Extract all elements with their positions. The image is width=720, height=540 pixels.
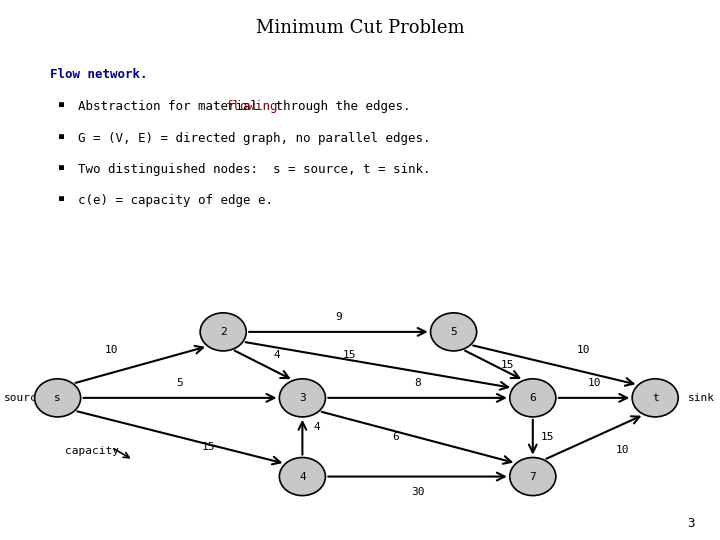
Text: 3: 3 [688,517,695,530]
Text: 15: 15 [343,350,356,360]
Text: ■: ■ [59,100,64,110]
Ellipse shape [510,457,556,496]
Text: 15: 15 [541,432,554,442]
Text: 10: 10 [588,377,600,388]
Text: through the edges.: through the edges. [268,100,410,113]
Text: t: t [652,393,659,403]
Text: 10: 10 [616,445,629,455]
Text: 15: 15 [501,360,514,370]
Text: 9: 9 [335,312,342,322]
Text: 4: 4 [299,471,306,482]
Ellipse shape [510,379,556,417]
Ellipse shape [35,379,81,417]
Text: ■: ■ [59,163,64,172]
Text: 10: 10 [577,345,590,355]
Text: G = (V, E) = directed graph, no parallel edges.: G = (V, E) = directed graph, no parallel… [78,132,431,145]
Text: 8: 8 [414,377,421,388]
Text: 10: 10 [105,345,118,355]
Text: source: source [4,393,44,403]
Text: capacity: capacity [65,446,119,456]
Text: flowing: flowing [226,100,279,113]
Text: 15: 15 [202,442,215,453]
Ellipse shape [200,313,246,351]
Text: 30: 30 [411,487,424,497]
Text: 6: 6 [529,393,536,403]
Text: c(e) = capacity of edge e.: c(e) = capacity of edge e. [78,194,273,207]
Text: Minimum Cut Problem: Minimum Cut Problem [256,19,464,37]
Text: 5: 5 [176,377,184,388]
Text: 4: 4 [274,350,281,360]
Text: Abstraction for material: Abstraction for material [78,100,265,113]
Ellipse shape [279,457,325,496]
Text: ■: ■ [59,194,64,204]
Text: sink: sink [688,393,714,403]
Text: 5: 5 [450,327,457,337]
Text: ■: ■ [59,132,64,141]
Text: 7: 7 [529,471,536,482]
Text: 2: 2 [220,327,227,337]
Ellipse shape [431,313,477,351]
Text: 4: 4 [313,422,320,432]
Text: s: s [54,393,61,403]
Ellipse shape [632,379,678,417]
Text: Flow network.: Flow network. [50,68,148,80]
Text: 3: 3 [299,393,306,403]
Ellipse shape [279,379,325,417]
Text: 6: 6 [392,432,400,442]
Text: Two distinguished nodes:  s = source, t = sink.: Two distinguished nodes: s = source, t =… [78,163,431,176]
